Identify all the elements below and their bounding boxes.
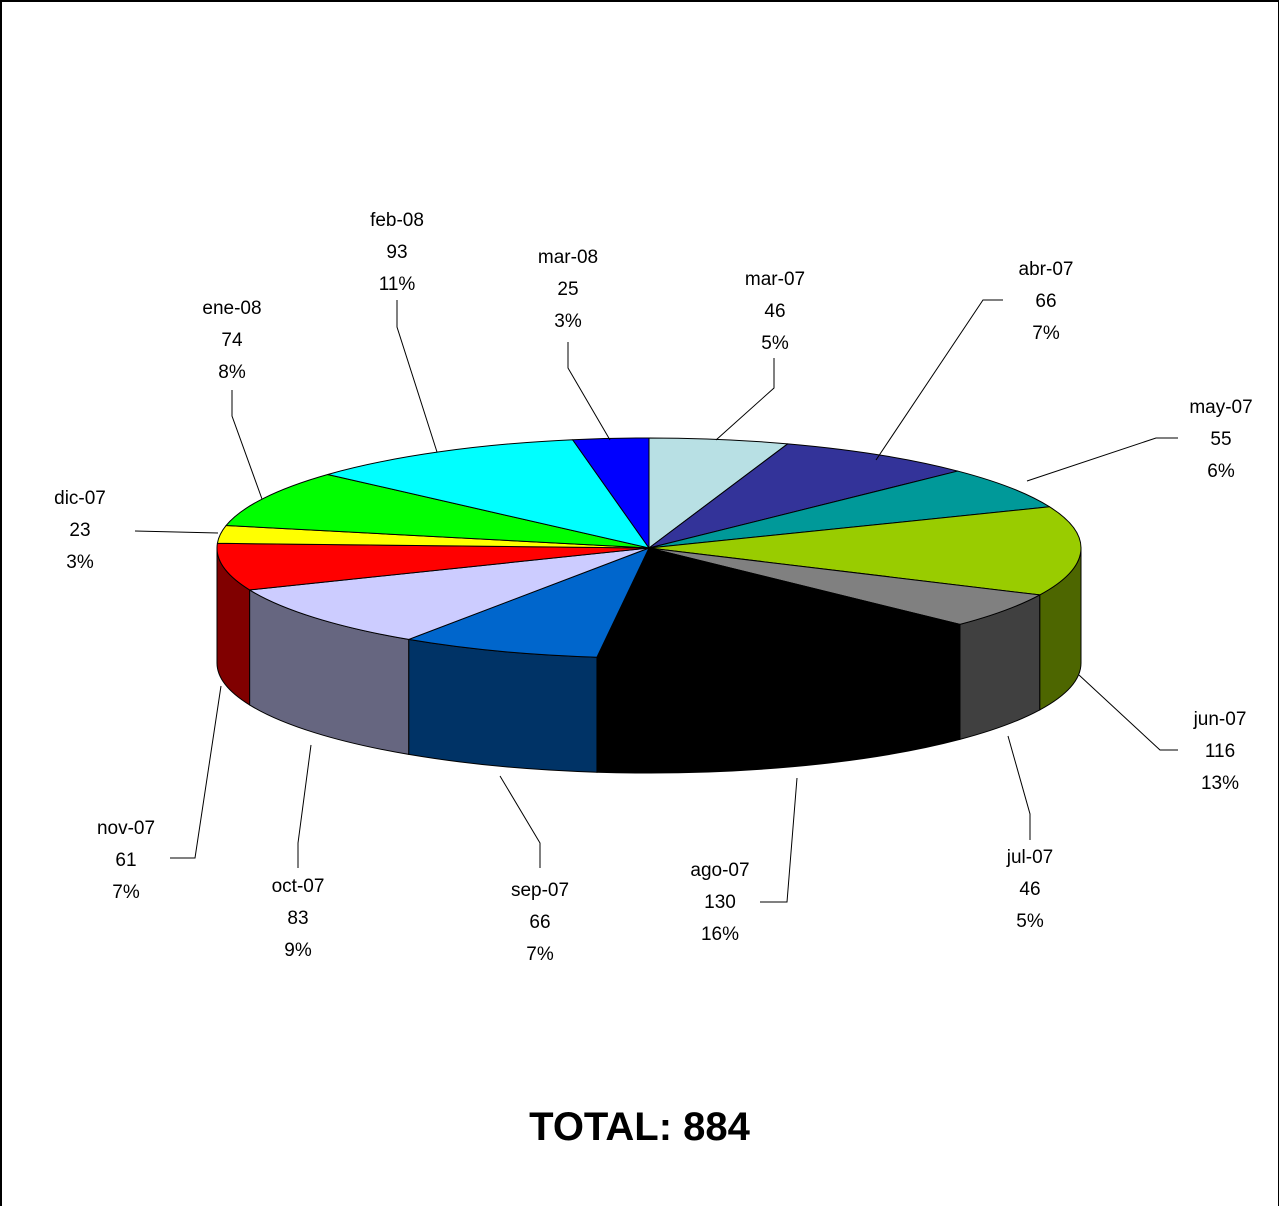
- leader-line-may-07: [1026, 437, 1178, 482]
- label-value-oct-07: 83: [287, 908, 308, 929]
- label-name-jul-07: jul-07: [1006, 847, 1053, 868]
- label-name-ene-08: ene-08: [202, 298, 261, 319]
- pie-slice-jul-07: [648, 547, 1041, 625]
- label-name-mar-07: mar-07: [745, 269, 805, 290]
- pie-slice-mar-08: [572, 437, 650, 549]
- label-name-oct-07: oct-07: [272, 876, 325, 897]
- label-name-ago-07: ago-07: [690, 860, 749, 881]
- leader-line-sep-07: [499, 775, 541, 868]
- label-percent-feb-08: 11%: [379, 274, 416, 295]
- label-value-nov-07: 61: [115, 850, 136, 871]
- label-value-dic-07: 23: [69, 520, 90, 541]
- label-percent-ene-08: 8%: [218, 362, 246, 383]
- leader-line-nov-07: [170, 685, 222, 859]
- label-name-feb-08: feb-08: [370, 210, 424, 231]
- label-percent-oct-07: 9%: [284, 940, 312, 961]
- label-percent-jun-07: 13%: [1201, 773, 1239, 794]
- label-value-ago-07: 130: [704, 892, 736, 913]
- pie-slice-nov-07: [216, 542, 650, 591]
- label-value-mar-08: 25: [557, 279, 578, 300]
- label-value-sep-07: 66: [529, 912, 550, 933]
- label-percent-mar-08: 3%: [554, 311, 582, 332]
- leader-line-jul-07: [1007, 735, 1031, 840]
- label-percent-sep-07: 7%: [526, 944, 554, 965]
- leader-line-ene-08: [231, 390, 263, 500]
- label-name-abr-07: abr-07: [1019, 259, 1074, 280]
- pie-side-sep-07: [408, 638, 598, 773]
- label-percent-mar-07: 5%: [761, 333, 789, 354]
- leader-line-ago-07: [760, 777, 798, 903]
- label-value-may-07: 55: [1210, 429, 1231, 450]
- data-labels: mar-07 46 5% abr-07 66 7% may-07 55 6% jun-07 116 1…: [54, 210, 1253, 965]
- label-name-mar-08: mar-08: [538, 247, 598, 268]
- pie-slice-may-07: [648, 470, 1051, 549]
- label-name-sep-07: sep-07: [511, 880, 569, 901]
- label-name-jun-07: jun-07: [1193, 709, 1247, 730]
- leader-line-oct-07: [297, 744, 312, 868]
- label-value-jun-07: 116: [1205, 741, 1235, 762]
- label-percent-ago-07: 16%: [701, 924, 739, 945]
- pie-slice-oct-07: [249, 547, 650, 640]
- label-percent-nov-07: 7%: [112, 882, 140, 903]
- pie-slice-ago-07: [596, 547, 961, 659]
- label-percent-abr-07: 7%: [1032, 323, 1060, 344]
- pie-slice-feb-08: [327, 439, 650, 549]
- label-value-jul-07: 46: [1019, 879, 1040, 900]
- label-value-mar-07: 46: [764, 301, 785, 322]
- chart-total: TOTAL: 884: [529, 1105, 750, 1149]
- leader-line-dic-07: [134, 530, 219, 534]
- label-percent-jul-07: 5%: [1016, 911, 1044, 932]
- label-value-ene-08: 74: [221, 330, 243, 351]
- leader-line-jun-07: [1078, 674, 1178, 751]
- leader-lines: [134, 299, 1178, 903]
- pie-slice-ene-08: [225, 473, 650, 549]
- leader-line-feb-08: [396, 300, 438, 453]
- pie-slice-sep-07: [408, 547, 650, 658]
- pie-slice-mar-07: [648, 437, 789, 549]
- pie-sides: [216, 547, 1082, 774]
- leader-line-mar-07: [715, 358, 775, 441]
- label-percent-may-07: 6%: [1207, 461, 1235, 482]
- label-name-nov-07: nov-07: [97, 818, 155, 839]
- label-name-dic-07: dic-07: [54, 488, 106, 509]
- leader-line-mar-08: [567, 342, 611, 441]
- leader-line-abr-07: [875, 299, 1003, 461]
- label-name-may-07: may-07: [1189, 397, 1252, 418]
- label-percent-dic-07: 3%: [66, 552, 94, 573]
- label-value-feb-08: 93: [386, 242, 407, 263]
- pie-slice-jun-07: [648, 506, 1082, 596]
- label-value-abr-07: 66: [1035, 291, 1056, 312]
- pie-tops: [216, 437, 1082, 659]
